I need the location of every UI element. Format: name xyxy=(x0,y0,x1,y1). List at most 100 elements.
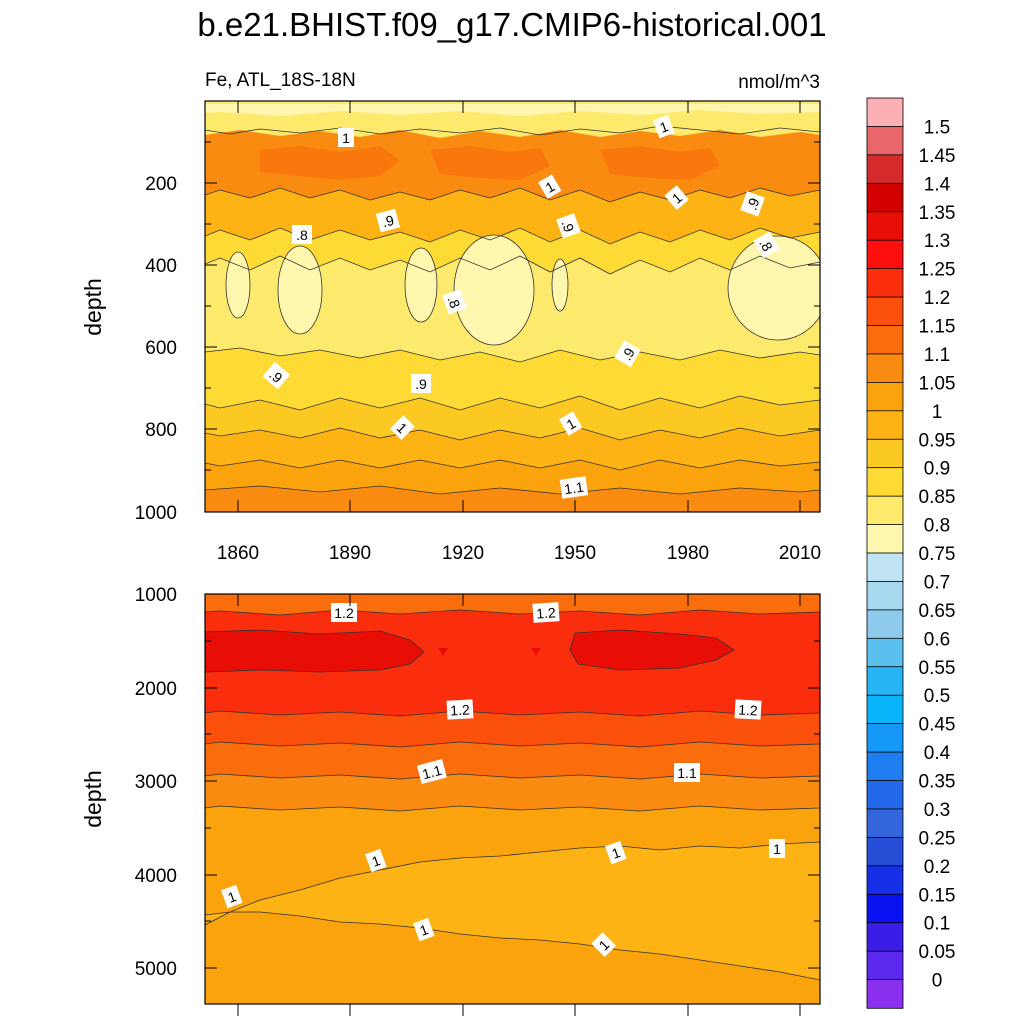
x-tick-label: 1860 xyxy=(217,543,259,564)
colorbar-label: 1.05 xyxy=(919,373,956,394)
contour-label: 1.2 xyxy=(532,602,560,623)
colorbar-box xyxy=(866,239,904,270)
contour-label: 1.2 xyxy=(331,603,357,622)
colorbar-label: 1 xyxy=(932,402,943,423)
bot-core-130-right xyxy=(570,630,734,670)
bottom-contour-labels: 1.2 1.2 1.2 1.2 1.1 1.1 1 1 1 1 1 1 xyxy=(221,602,785,958)
colorbar-label: 0.7 xyxy=(924,572,950,593)
contour-label: .9 xyxy=(262,361,291,390)
colorbar-label: 0.1 xyxy=(924,914,950,935)
bottom-panel-field xyxy=(205,594,820,1004)
contour-label: 1.1 xyxy=(559,476,589,499)
colorbar-label: 0.25 xyxy=(919,828,956,849)
contour-label-text: 1 xyxy=(342,130,350,146)
contour-label-text: 1.2 xyxy=(450,701,470,718)
contour-label: 1.1 xyxy=(416,758,447,785)
colorbar-box xyxy=(866,865,904,895)
top-band-095-deep xyxy=(205,396,820,440)
colorbar-label: 1.35 xyxy=(919,203,956,224)
contour-label: 1 xyxy=(365,848,387,873)
colorbar-box xyxy=(866,211,904,241)
contour-label: 1 xyxy=(591,932,617,958)
colorbar-box xyxy=(866,154,904,185)
bottom-panel-frame xyxy=(204,593,821,1005)
contour-label: 1 xyxy=(338,128,354,147)
top-x-tick-labels: 1860 1890 1920 1950 1980 2010 xyxy=(217,543,821,564)
contour-label: 1 xyxy=(221,884,243,909)
colorbar-labels: 1.5 1.45 1.4 1.35 1.3 1.25 1.2 1.15 1.1 1.05 1 0.95… xyxy=(919,117,956,991)
colorbar-box xyxy=(866,979,904,1009)
contour-label-text: .9 xyxy=(743,196,762,213)
contour-label: .9 xyxy=(614,340,641,368)
colorbar-label: 1.5 xyxy=(924,117,950,138)
contour-label-text: 1.1 xyxy=(563,479,585,498)
colorbar-label: 0.85 xyxy=(919,487,956,508)
top-right-label: nmol/m^3 xyxy=(738,72,820,93)
colorbar-label: 1.2 xyxy=(924,288,950,309)
bot-band-105 xyxy=(205,774,820,811)
contour-label-text: .8 xyxy=(444,294,463,311)
bot-band-110 xyxy=(205,742,820,779)
contour-label-text: 1.2 xyxy=(738,702,758,719)
bot-core-130-dot-b xyxy=(531,648,541,656)
bottom-y-tick-labels: 1000 2000 3000 4000 5000 xyxy=(135,585,177,980)
colorbar-box xyxy=(866,950,904,981)
y-tick-label: 600 xyxy=(145,338,177,359)
contour-label: .9 xyxy=(740,191,765,217)
colorbar-box xyxy=(866,780,904,810)
colorbar-label: 1.1 xyxy=(924,345,950,366)
contour-label: 1 xyxy=(389,415,415,441)
colorbar-box xyxy=(866,581,904,611)
x-tick-label: 1980 xyxy=(667,543,709,564)
colorbar-box xyxy=(866,325,904,355)
y-tick-label: 4000 xyxy=(135,866,177,887)
colorbar-box xyxy=(866,893,904,924)
colorbar-label: 0.75 xyxy=(919,544,956,565)
top-y-axis-label: depth xyxy=(80,278,106,336)
colorbar-box xyxy=(866,182,904,213)
top-band-below-min xyxy=(205,348,820,410)
colorbar-label: 0.45 xyxy=(919,715,956,736)
top-surface-lightest xyxy=(205,104,820,116)
colorbar-box xyxy=(866,353,904,384)
x-tick-label: 1950 xyxy=(554,543,596,564)
top-band-095 xyxy=(205,188,820,244)
bot-band-095 xyxy=(205,842,820,980)
colorbar-box xyxy=(866,495,904,526)
bottom-panel-ticks xyxy=(205,593,820,1016)
contour-label-text: .9 xyxy=(415,376,427,392)
top-band-110-deep xyxy=(205,486,820,512)
colorbar-box xyxy=(866,609,904,640)
top-y-tick-labels: 200 400 600 800 1000 xyxy=(135,174,177,524)
contour-label: 1 xyxy=(664,185,689,211)
x-tick-label: 2010 xyxy=(779,543,821,564)
colorbar-label: 0.9 xyxy=(924,459,950,480)
colorbar-label: 0.3 xyxy=(924,800,950,821)
colorbar-label: 0.65 xyxy=(919,601,956,622)
contour-label-text: .8 xyxy=(296,227,308,243)
colorbar-box xyxy=(866,381,904,412)
colorbar-box xyxy=(866,751,904,782)
top-panel-field xyxy=(205,101,820,512)
contour-label: 1 xyxy=(769,839,785,858)
contour-label: 1 xyxy=(653,114,675,139)
contour-label: .8 xyxy=(442,289,467,315)
colorbar xyxy=(866,97,904,1009)
contour-label: 1 xyxy=(559,411,583,436)
colorbar-label: 1.45 xyxy=(919,146,956,167)
colorbar-label: 1.3 xyxy=(924,231,950,252)
top-minimum-lobes xyxy=(226,235,820,345)
bot-core-130-dot-a xyxy=(438,648,448,656)
y-tick-label: 2000 xyxy=(135,679,177,700)
contour-label-text: 1.1 xyxy=(677,765,697,781)
colorbar-box xyxy=(866,836,904,867)
colorbar-box xyxy=(866,694,904,725)
contour-label-text: .9 xyxy=(558,218,577,235)
x-tick-label: 1920 xyxy=(442,543,484,564)
y-tick-label: 400 xyxy=(145,256,177,277)
contour-label-text: 1 xyxy=(773,841,781,857)
contour-label: .9 xyxy=(375,208,400,233)
colorbar-box xyxy=(866,410,904,440)
bot-band-115 xyxy=(205,711,820,747)
colorbar-box xyxy=(866,126,904,156)
